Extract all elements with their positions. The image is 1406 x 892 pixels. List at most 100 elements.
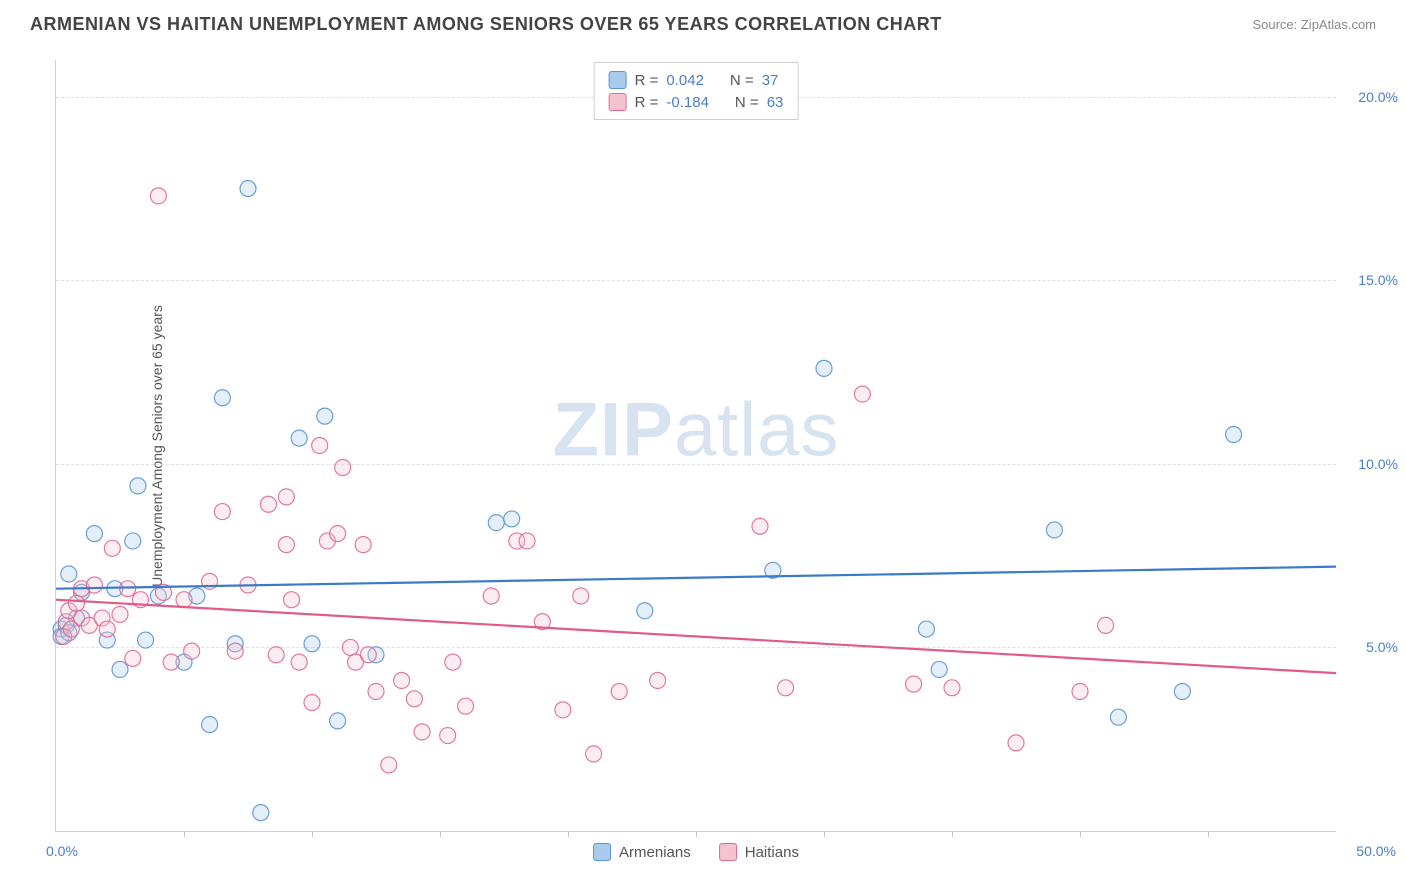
data-point: [304, 695, 320, 711]
data-point: [68, 595, 84, 611]
data-point: [504, 511, 520, 527]
data-point: [240, 181, 256, 197]
data-point: [381, 757, 397, 773]
data-point: [368, 683, 384, 699]
data-point: [291, 654, 307, 670]
stat-n-label: N =: [730, 72, 754, 89]
data-point: [260, 496, 276, 512]
data-point: [918, 621, 934, 637]
data-point: [99, 621, 115, 637]
data-point: [214, 504, 230, 520]
stat-r-label: R =: [635, 94, 659, 111]
data-point: [125, 650, 141, 666]
x-tick: [568, 831, 569, 837]
data-point: [483, 588, 499, 604]
data-point: [112, 661, 128, 677]
y-tick-label: 20.0%: [1358, 89, 1398, 105]
y-tick-label: 5.0%: [1366, 639, 1398, 655]
data-point: [176, 592, 192, 608]
data-point: [330, 713, 346, 729]
stat-r-value: 0.042: [666, 72, 704, 89]
data-point: [202, 717, 218, 733]
legend-swatch: [719, 843, 737, 861]
stats-row: R = -0.184 N = 63: [609, 91, 784, 113]
data-point: [86, 526, 102, 542]
data-point: [488, 515, 504, 531]
data-point: [1098, 617, 1114, 633]
data-point: [906, 676, 922, 692]
data-point: [138, 632, 154, 648]
data-point: [284, 592, 300, 608]
stat-n-label: N =: [735, 94, 759, 111]
data-point: [1226, 426, 1242, 442]
data-point: [440, 728, 456, 744]
data-point: [330, 526, 346, 542]
data-point: [120, 581, 136, 597]
data-point: [752, 518, 768, 534]
legend-item: Haitians: [719, 843, 799, 861]
data-point: [312, 438, 328, 454]
data-point: [637, 603, 653, 619]
data-point: [61, 566, 77, 582]
data-point: [291, 430, 307, 446]
data-point: [335, 460, 351, 476]
chart-plot-area: ZIPatlas R = 0.042N = 37R = -0.184N = 63…: [55, 60, 1336, 832]
x-tick: [1208, 831, 1209, 837]
data-point: [1110, 709, 1126, 725]
x-tick: [1080, 831, 1081, 837]
x-axis-min-label: 0.0%: [46, 843, 78, 859]
data-point: [317, 408, 333, 424]
data-point: [304, 636, 320, 652]
data-point: [555, 702, 571, 718]
x-tick: [696, 831, 697, 837]
data-point: [778, 680, 794, 696]
data-point: [1174, 683, 1190, 699]
stat-n-value: 37: [762, 72, 779, 89]
data-point: [816, 360, 832, 376]
data-point: [278, 489, 294, 505]
x-tick: [824, 831, 825, 837]
data-point: [150, 188, 166, 204]
scatter-svg: [56, 60, 1336, 831]
data-point: [278, 537, 294, 553]
data-point: [163, 654, 179, 670]
x-tick: [952, 831, 953, 837]
data-point: [214, 390, 230, 406]
data-point: [360, 647, 376, 663]
data-point: [1008, 735, 1024, 751]
source-attribution: Source: ZipAtlas.com: [1252, 17, 1376, 32]
legend-label: Haitians: [745, 844, 799, 861]
x-tick: [184, 831, 185, 837]
data-point: [130, 478, 146, 494]
data-point: [342, 639, 358, 655]
data-point: [519, 533, 535, 549]
stat-r-value: -0.184: [666, 94, 709, 111]
series-swatch: [609, 93, 627, 111]
legend-swatch: [593, 843, 611, 861]
data-point: [86, 577, 102, 593]
data-point: [268, 647, 284, 663]
data-point: [650, 672, 666, 688]
legend-item: Armenians: [593, 843, 691, 861]
stat-r-label: R =: [635, 72, 659, 89]
stats-row: R = 0.042 N = 37: [609, 69, 784, 91]
y-tick-label: 10.0%: [1358, 456, 1398, 472]
series-swatch: [609, 71, 627, 89]
trend-line: [56, 600, 1336, 673]
data-point: [1072, 683, 1088, 699]
data-point: [125, 533, 141, 549]
series-legend: Armenians Haitians: [593, 843, 799, 861]
data-point: [854, 386, 870, 402]
legend-label: Armenians: [619, 844, 691, 861]
data-point: [458, 698, 474, 714]
data-point: [445, 654, 461, 670]
data-point: [406, 691, 422, 707]
data-point: [611, 683, 627, 699]
data-point: [931, 661, 947, 677]
data-point: [112, 606, 128, 622]
x-tick: [440, 831, 441, 837]
stat-n-value: 63: [767, 94, 784, 111]
data-point: [944, 680, 960, 696]
data-point: [394, 672, 410, 688]
data-point: [573, 588, 589, 604]
